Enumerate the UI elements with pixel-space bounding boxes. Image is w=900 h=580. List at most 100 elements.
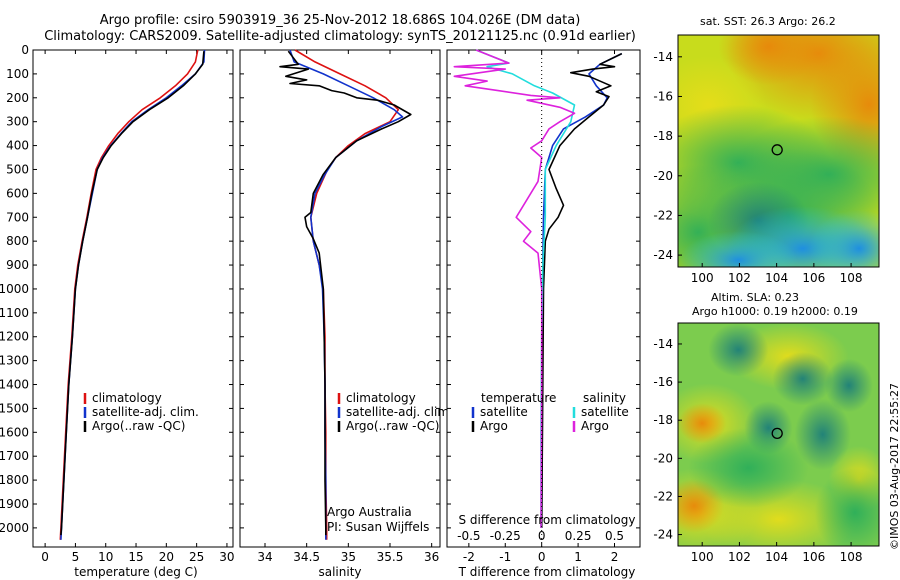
y-tick-label: 1500 (0, 401, 29, 415)
map-frame (677, 34, 880, 268)
satellite-sst-map-field (678, 35, 879, 267)
temperature-profile-frame (32, 49, 234, 548)
legend-title-temperature: temperature (481, 391, 556, 405)
y-tick-label: 1600 (0, 425, 29, 439)
y-tick-label: -16 (653, 375, 673, 389)
x-tick-label: 35 (341, 550, 356, 564)
y-tick-label: -20 (653, 451, 673, 465)
difference-from-climatology-panel: -2 -1 0 1 2-0.5 -0.25 0 0.25 0.5temperaturesatel… (446, 49, 641, 564)
x-tick-label: 104 (765, 550, 788, 564)
argo-position-marker (771, 144, 783, 156)
x-tick-label: 30 (219, 550, 234, 564)
y-tick-label: 1300 (0, 354, 29, 368)
s-tick-label: 0 (538, 529, 546, 543)
y-tick-label: 1800 (0, 473, 29, 487)
y-tick-label: -22 (653, 489, 673, 503)
y-tick-label: 500 (6, 162, 29, 176)
series-line (453, 49, 576, 528)
y-tick-label: 200 (6, 91, 29, 105)
map-blob (772, 351, 833, 406)
y-tick-label: 2000 (0, 521, 29, 535)
legend-label: Argo(..raw -QC) (346, 419, 439, 433)
y-tick-label: -18 (653, 129, 673, 143)
x-tick-label: 108 (840, 271, 863, 285)
y-tick-label: -20 (653, 169, 673, 183)
x-tick-label: 1 (574, 550, 582, 564)
map-blob (794, 398, 851, 471)
legend-label: satellite-adj. clim. (92, 405, 199, 419)
y-tick-label: 900 (6, 258, 29, 272)
map-blob (679, 231, 797, 267)
y-tick-label: 1900 (0, 497, 29, 511)
s-tick-label: -0.25 (490, 529, 521, 543)
x-tick-label: 35.5 (377, 550, 404, 564)
x-tick-label: 36 (424, 550, 439, 564)
x-tick-label: 15 (128, 550, 143, 564)
x-tick-label: 20 (159, 550, 174, 564)
x-tick-label: -1 (499, 550, 511, 564)
y-tick-label: -18 (653, 413, 673, 427)
series-line (60, 51, 205, 536)
legend-label: climatology (346, 391, 416, 405)
s-tick-label: 0.25 (565, 529, 592, 543)
map-blob (678, 403, 727, 444)
y-tick-label: 100 (6, 67, 29, 81)
series-line (540, 52, 623, 528)
legend-label: satellite-adj. clim. (346, 405, 453, 419)
y-tick-label: 700 (6, 210, 29, 224)
temperature-profile-panel: 0 100 200 300 400 500 600 700 800 900 1000 1100 1200… (0, 43, 235, 564)
x-tick-label: 108 (840, 550, 863, 564)
x-tick-label: 104 (765, 271, 788, 285)
y-tick-label: -22 (653, 208, 673, 222)
x-tick-label: 0 (41, 550, 49, 564)
salinity-profile-frame (239, 49, 441, 548)
s-diff-xlabel: S difference from climatology (458, 513, 636, 527)
y-tick-label: 300 (6, 115, 29, 129)
argo-position-marker (771, 427, 783, 440)
x-tick-label: 0 (538, 550, 546, 564)
x-tick-label: 25 (189, 550, 204, 564)
t-diff-xlabel: T difference from climatology (458, 565, 636, 579)
sla-map-title-line2: Argo h1000: 0.19 h2000: 0.19 (692, 305, 858, 318)
y-tick-label: -14 (653, 337, 673, 351)
x-tick-label: 106 (802, 550, 825, 564)
legend-label: Argo(..raw -QC) (92, 419, 185, 433)
altimetry-sla-map-field (678, 323, 879, 546)
x-tick-label: 102 (728, 550, 751, 564)
chart-title-line2: Climatology: CARS2009. Satellite-adjuste… (44, 29, 636, 44)
legend-label: satellite (480, 405, 528, 419)
x-tick-label: 100 (691, 550, 714, 564)
copyright-stamp: ©IMOS 03-Aug-2017 22:55:27 (888, 383, 900, 550)
sst-map-title: sat. SST: 26.3 Argo: 26.2 (700, 15, 836, 28)
y-tick-label: 1400 (0, 378, 29, 392)
x-tick-label: -2 (463, 550, 475, 564)
x-tick-label: 34.5 (293, 550, 320, 564)
x-tick-label: 106 (802, 271, 825, 285)
y-tick-label: 1700 (0, 449, 29, 463)
chart-title-line1: Argo profile: csiro 5903919_36 25-Nov-20… (99, 13, 581, 28)
y-tick-label: 400 (6, 139, 29, 153)
s-tick-label: -0.5 (457, 529, 480, 543)
temperature-xlabel: temperature (deg C) (74, 565, 198, 579)
y-tick-label: 1000 (0, 282, 29, 296)
y-tick-label: 800 (6, 234, 29, 248)
altimetry-sla-map: 100 102 104 106 108 -14 -16 -18 -20 -22 -24 (653, 322, 880, 564)
y-tick-label: 1200 (0, 330, 29, 344)
map-blob (708, 323, 769, 377)
map-blob (808, 209, 879, 267)
map-blob (814, 467, 879, 546)
annotation-line1: Argo Australia (327, 505, 412, 519)
salinity-profile-panel: 34 34.5 35 35.5 36 climatologysatellite-adj. … (239, 49, 453, 564)
legend-title-salinity: salinity (583, 391, 626, 405)
legend-label: satellite (581, 405, 629, 419)
legend-label: climatology (92, 391, 162, 405)
y-tick-label: 1100 (0, 306, 29, 320)
salinity-xlabel: salinity (318, 565, 362, 579)
map-frame (677, 322, 880, 547)
annotation-line2: PI: Susan Wijffels (327, 520, 430, 534)
series-line (279, 50, 412, 536)
x-tick-label: 10 (98, 550, 113, 564)
y-tick-label: 600 (6, 186, 29, 200)
legend-label: Argo (581, 419, 609, 433)
